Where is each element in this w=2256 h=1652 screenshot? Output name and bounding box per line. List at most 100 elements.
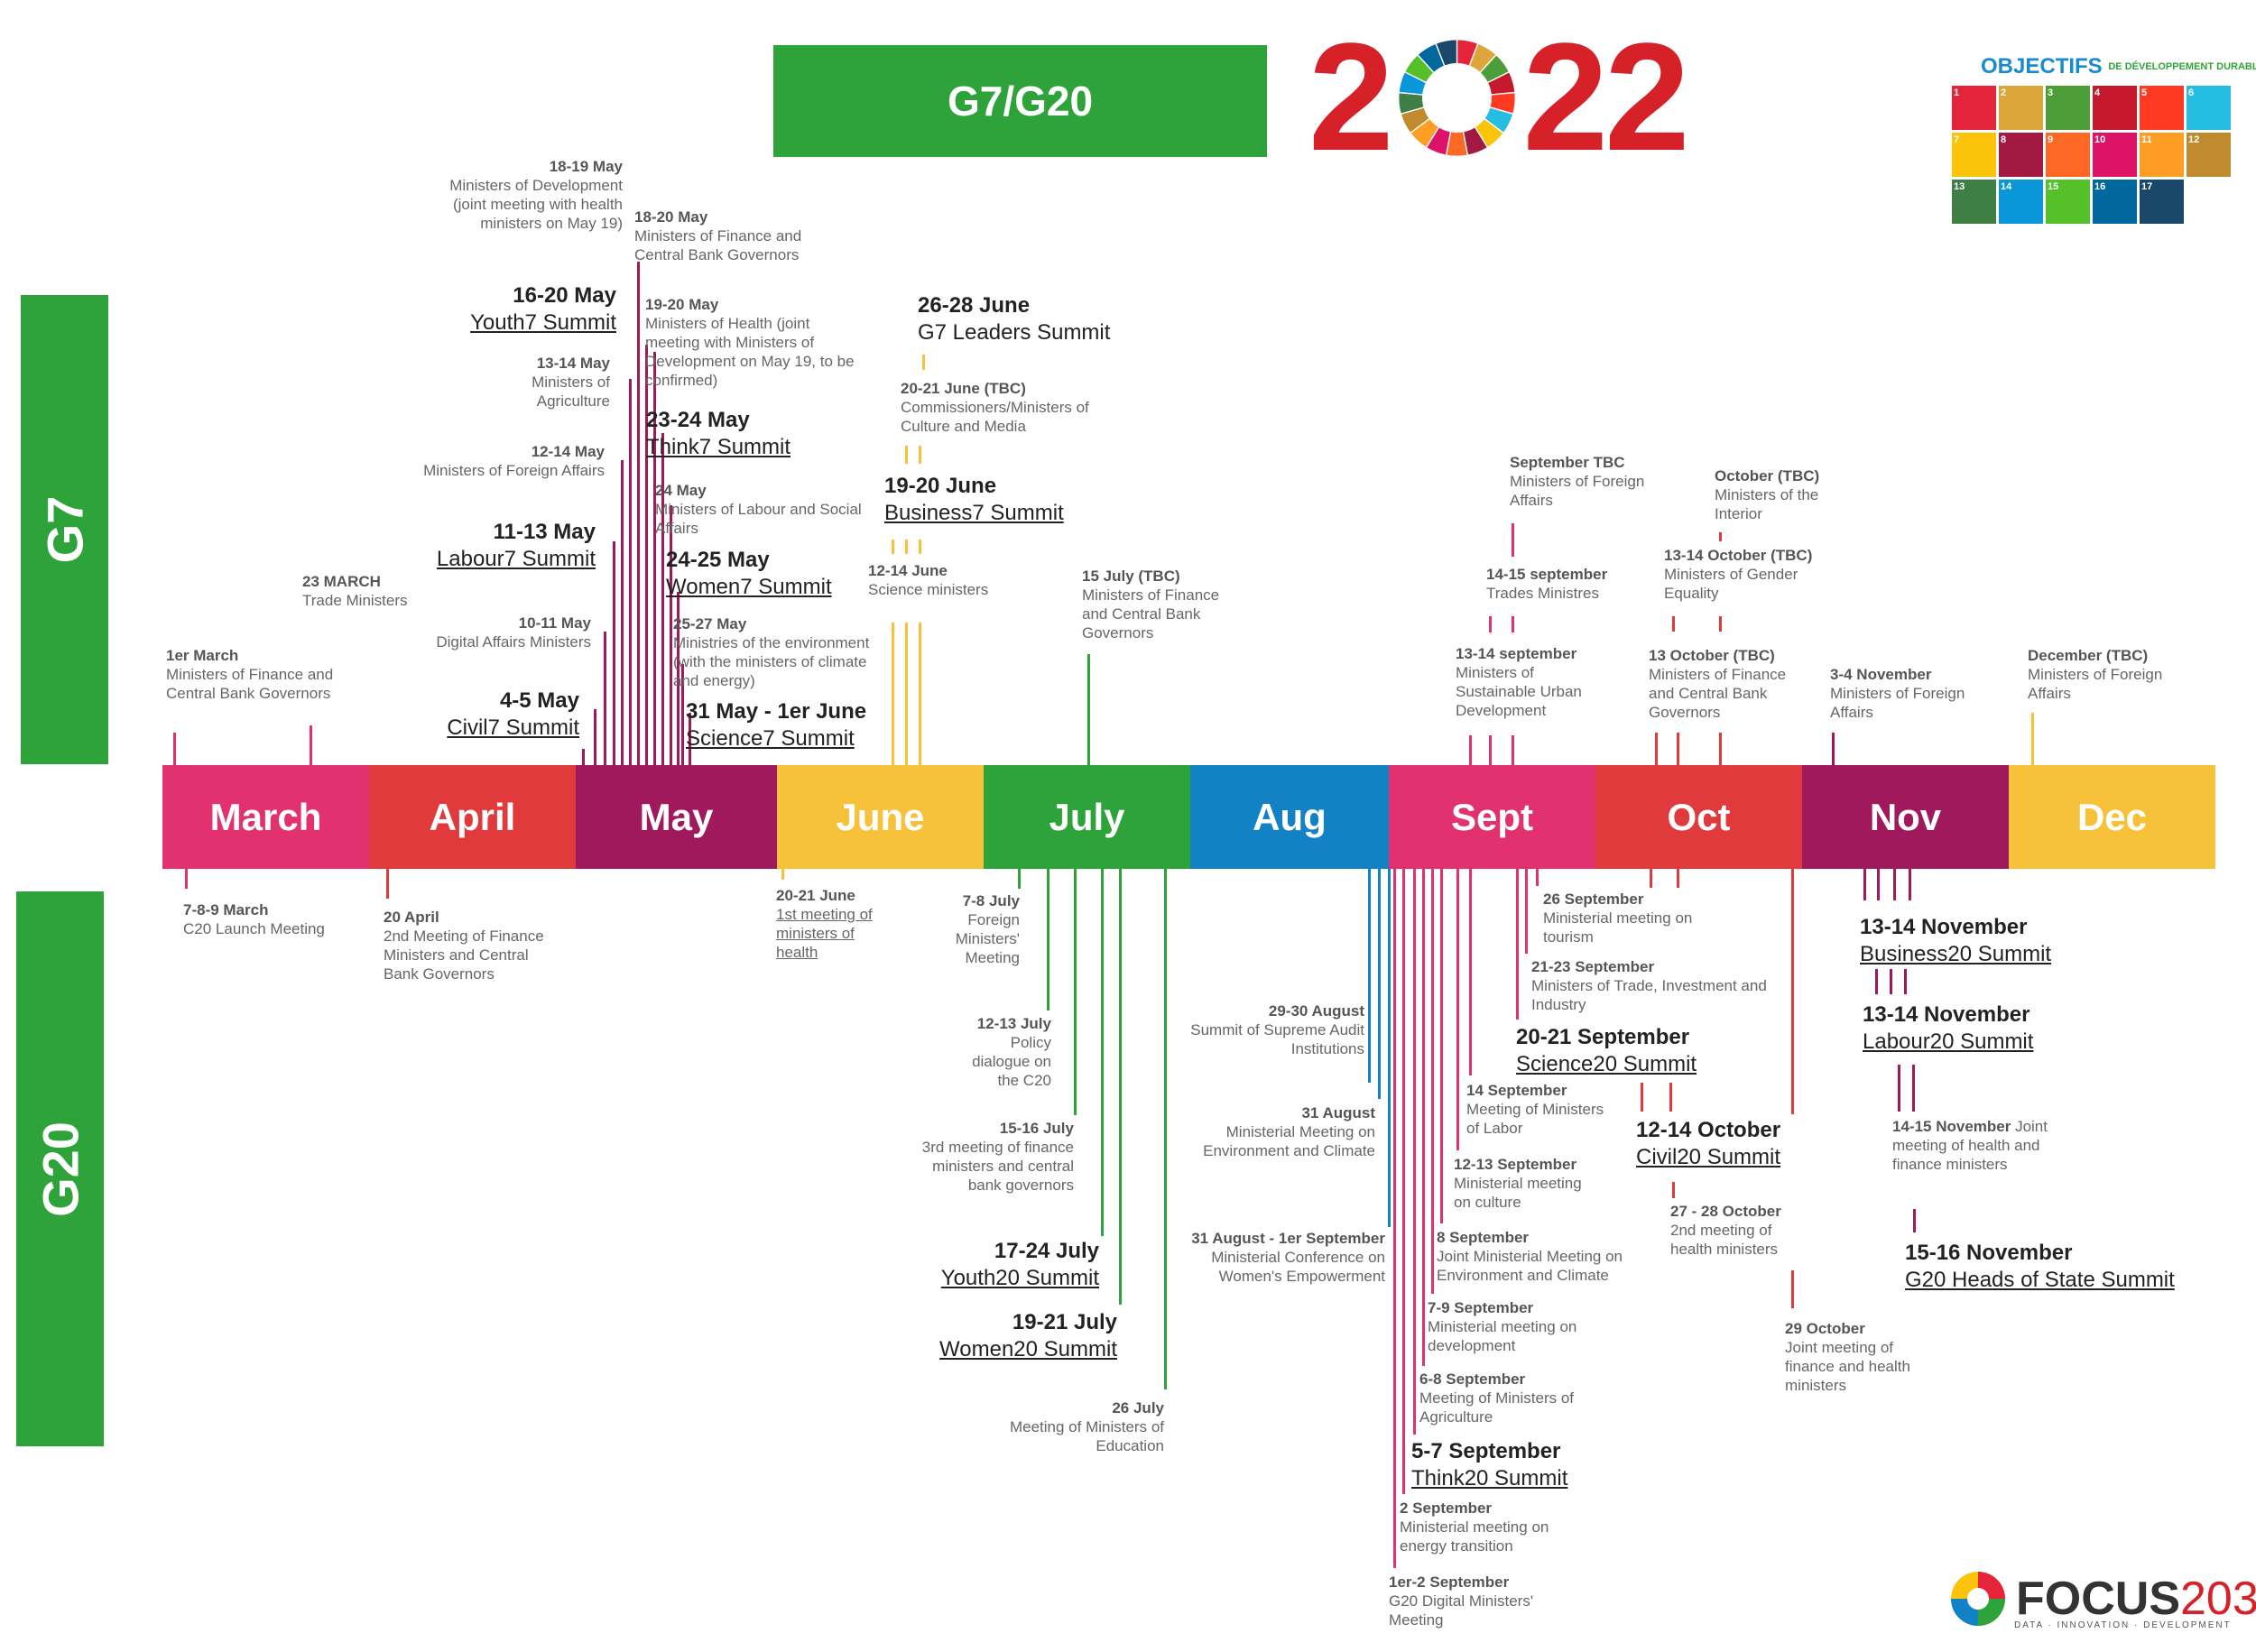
g20-event-youth20: 17-24 July Youth20 Summit <box>940 1239 1099 1290</box>
g7-event-business7: 19-20 June Business7 Summit <box>884 474 1064 525</box>
connector-line <box>1893 869 1896 900</box>
g20-event-sep8: 8 September Joint Ministerial Meeting on … <box>1437 1229 1623 1284</box>
g7-event-jul15: 15 July (TBC) Ministers of Finance and Ce… <box>1082 568 1220 641</box>
connector-line <box>670 505 672 765</box>
g20-event-aug31b: 31 August - 1er September Ministerial Con… <box>1191 1230 1385 1285</box>
connector-line <box>1677 733 1679 765</box>
connector-line <box>905 446 908 464</box>
sdg-logo-title: OBJECTIFS DE DÉVELOPPEMENT DURABLE <box>1981 54 2256 79</box>
connector-line <box>677 592 680 765</box>
connector-line <box>1516 869 1519 1020</box>
month-aug: Aug <box>1190 765 1389 869</box>
connector-line <box>905 540 908 554</box>
connector-line <box>2031 713 2034 765</box>
year-digits: 22 <box>1522 12 1690 183</box>
g20-event-oct27: 27 - 28 October 2nd meeting of health min… <box>1670 1203 1781 1258</box>
g7-event-mar1: 1er March Ministers of Finance and Centra… <box>166 647 334 702</box>
connector-line <box>1672 616 1675 632</box>
sdg-title-main: OBJECTIFS <box>1981 54 2103 78</box>
g7-event-civil7: 4-5 May Civil7 Summit <box>447 688 579 740</box>
connector-line <box>1101 869 1104 1236</box>
connector-line <box>781 869 784 880</box>
connector-line <box>1047 869 1049 1011</box>
g20-event-sep7: 7-9 September Ministerial meeting on deve… <box>1428 1299 1577 1354</box>
g7-event-may24a: 24 May Ministers of Labour and Social Aff… <box>655 482 862 537</box>
g20-event-jul15: 15-16 July 3rd meeting of finance ministe… <box>921 1120 1074 1194</box>
g7-event-think7: 23-24 May Think7 Summit <box>646 408 791 459</box>
connector-line <box>1074 869 1077 1115</box>
connector-line <box>1655 733 1658 765</box>
month-sept: Sept <box>1389 765 1595 869</box>
connector-line <box>604 632 606 765</box>
connector-line <box>1677 869 1679 888</box>
sdg-wheel-icon <box>1397 38 1516 157</box>
connector-line <box>892 623 894 765</box>
g7-event-may13: 13-14 May Ministers of Agriculture <box>532 355 610 410</box>
g7-event-mar23: 23 MARCH Trade Ministers <box>302 573 408 609</box>
g20-event-aug31: 31 August Ministerial Meeting on Environm… <box>1203 1104 1375 1159</box>
g20-event-mar7: 7-8-9 March C20 Launch Meeting <box>183 901 325 937</box>
g7-event-oct13a: 13 October (TBC) Ministers of Finance and… <box>1649 647 1787 721</box>
connector-line <box>1525 869 1528 954</box>
g20-event-g20-summit: 15-16 November G20 Heads of State Summit <box>1905 1241 2175 1292</box>
g7-event-may10: 10-11 May Digital Affairs Ministers <box>436 614 591 651</box>
g7-event-nov3: 3-4 November Ministers of Foreign Affairs <box>1830 666 1965 721</box>
g20-event-sep1: 1er-2 September G20 Digital Ministers' Me… <box>1389 1574 1534 1629</box>
connector-line <box>1791 1270 1794 1308</box>
sdg-tile-9: 9 <box>2046 133 2090 177</box>
focus2030-logo: FOCUS2030 DATA · INNOVATION · DEVELOPMEN… <box>1949 1570 2256 1630</box>
sdg-tile-11: 11 <box>2140 133 2184 177</box>
connector-line <box>310 725 312 765</box>
connector-line <box>1875 969 1878 994</box>
connector-line <box>1669 1083 1672 1112</box>
sdg-tile-14: 14 <box>1999 180 2043 224</box>
g20-event-jul7: 7-8 July Foreign Ministers' Meeting <box>955 892 1020 966</box>
connector-line <box>1422 869 1425 1366</box>
connector-line <box>1650 869 1652 888</box>
sdg-tile-5: 5 <box>2140 86 2184 130</box>
g7-side-label: G7 <box>21 295 108 764</box>
brand-tagline: DATA · INNOVATION · DEVELOPMENT <box>2014 1620 2232 1630</box>
connector-line <box>1536 869 1539 886</box>
g7-event-labour7: 11-13 May Labour7 Summit <box>436 520 596 571</box>
g20-event-sep12: 12-13 September Ministerial meeting on cu… <box>1454 1156 1582 1211</box>
connector-line <box>1719 733 1722 765</box>
sdg-tile-2: 2 <box>1999 86 2043 130</box>
month-march: March <box>162 765 369 869</box>
connector-line <box>173 733 176 765</box>
connector-line <box>1469 735 1472 765</box>
g20-event-sep2: 2 September Ministerial meeting on energy… <box>1400 1500 1549 1555</box>
sdg-tile-10: 10 <box>2093 133 2137 177</box>
connector-line <box>1388 869 1391 1227</box>
sdg-tile-6: 6 <box>2187 86 2231 130</box>
connector-line <box>1440 869 1443 1223</box>
connector-line <box>1368 869 1371 1083</box>
connector-line <box>1909 869 1911 900</box>
connector-line <box>185 869 188 889</box>
month-dec: Dec <box>2009 765 2215 869</box>
g20-event-think20: 5-7 September Think20 Summit <box>1411 1439 1568 1490</box>
g7-event-septbc: September TBC Ministers of Foreign Affair… <box>1510 454 1645 509</box>
g7-event-may25: 25-27 May Ministries of the environment (… <box>673 615 870 689</box>
month-june: June <box>777 765 984 869</box>
sdg-tile-16: 16 <box>2093 180 2137 224</box>
connector-line <box>1904 969 1907 994</box>
g7-event-octtbc: October (TBC) Ministers of the Interior <box>1715 467 1820 522</box>
brand-year: 2030 <box>2180 1573 2256 1625</box>
year-digit: 2 <box>1308 12 1394 183</box>
g7-event-science7: 31 May - 1er June Science7 Summit <box>686 699 867 751</box>
connector-line <box>1672 1182 1675 1198</box>
g20-event-sep21: 21-23 September Ministers of Trade, Inves… <box>1531 958 1767 1013</box>
year-2022: 2 22 <box>1308 21 1690 174</box>
connector-line <box>1087 654 1090 765</box>
g20-event-jul12: 12-13 July Policy dialogue on the C20 <box>972 1015 1051 1089</box>
month-oct: Oct <box>1595 765 1802 869</box>
connector-line <box>1456 869 1459 1150</box>
connector-line <box>1378 869 1381 1099</box>
connector-line <box>1512 735 1514 765</box>
connector-line <box>905 623 908 765</box>
sdg-tile-7: 7 <box>1952 133 1996 177</box>
sdg-tile-17: 17 <box>2140 180 2184 224</box>
page-title: G7/G20 <box>773 45 1267 157</box>
sdg-tiles-grid: 1 2 3 4 5 6 7 8 9 10 11 12 13 14 15 16 17 <box>1952 86 2231 224</box>
